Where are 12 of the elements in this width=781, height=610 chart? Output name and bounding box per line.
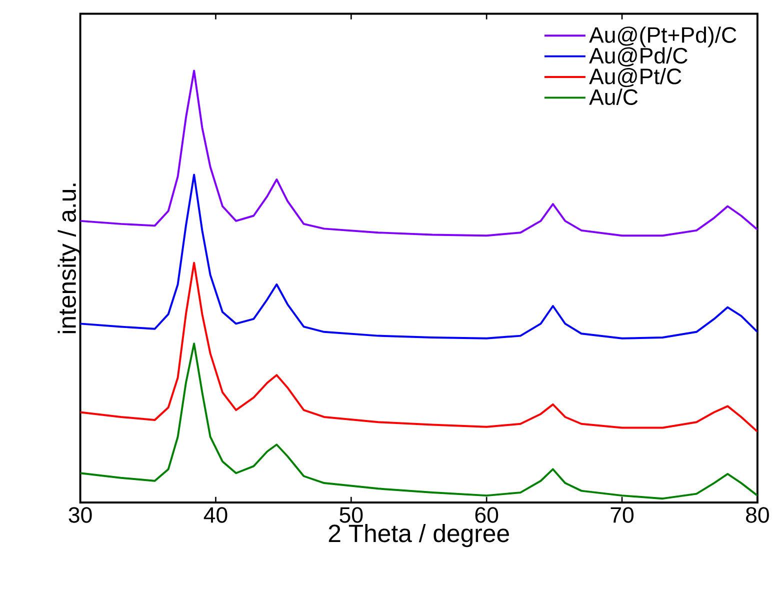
legend-label: Au@Pt/C bbox=[589, 68, 682, 87]
x-tick-label: 50 bbox=[340, 506, 363, 523]
legend-label: Au/C bbox=[589, 88, 638, 105]
x-tick-label: 40 bbox=[204, 506, 228, 523]
x-axis-title: 2 Theta / degree bbox=[328, 524, 509, 547]
x-tick-label: 30 bbox=[68, 506, 92, 523]
y-axis-title: intensity / a.u. bbox=[58, 184, 81, 333]
legend-label: Au@Pd/C bbox=[589, 47, 688, 66]
x-tick-label: 80 bbox=[746, 506, 769, 523]
legend-label: Au@(Pt+Pd)/C bbox=[589, 26, 736, 48]
x-tick-label: 70 bbox=[610, 506, 634, 523]
x-tick-label: 60 bbox=[475, 506, 498, 523]
